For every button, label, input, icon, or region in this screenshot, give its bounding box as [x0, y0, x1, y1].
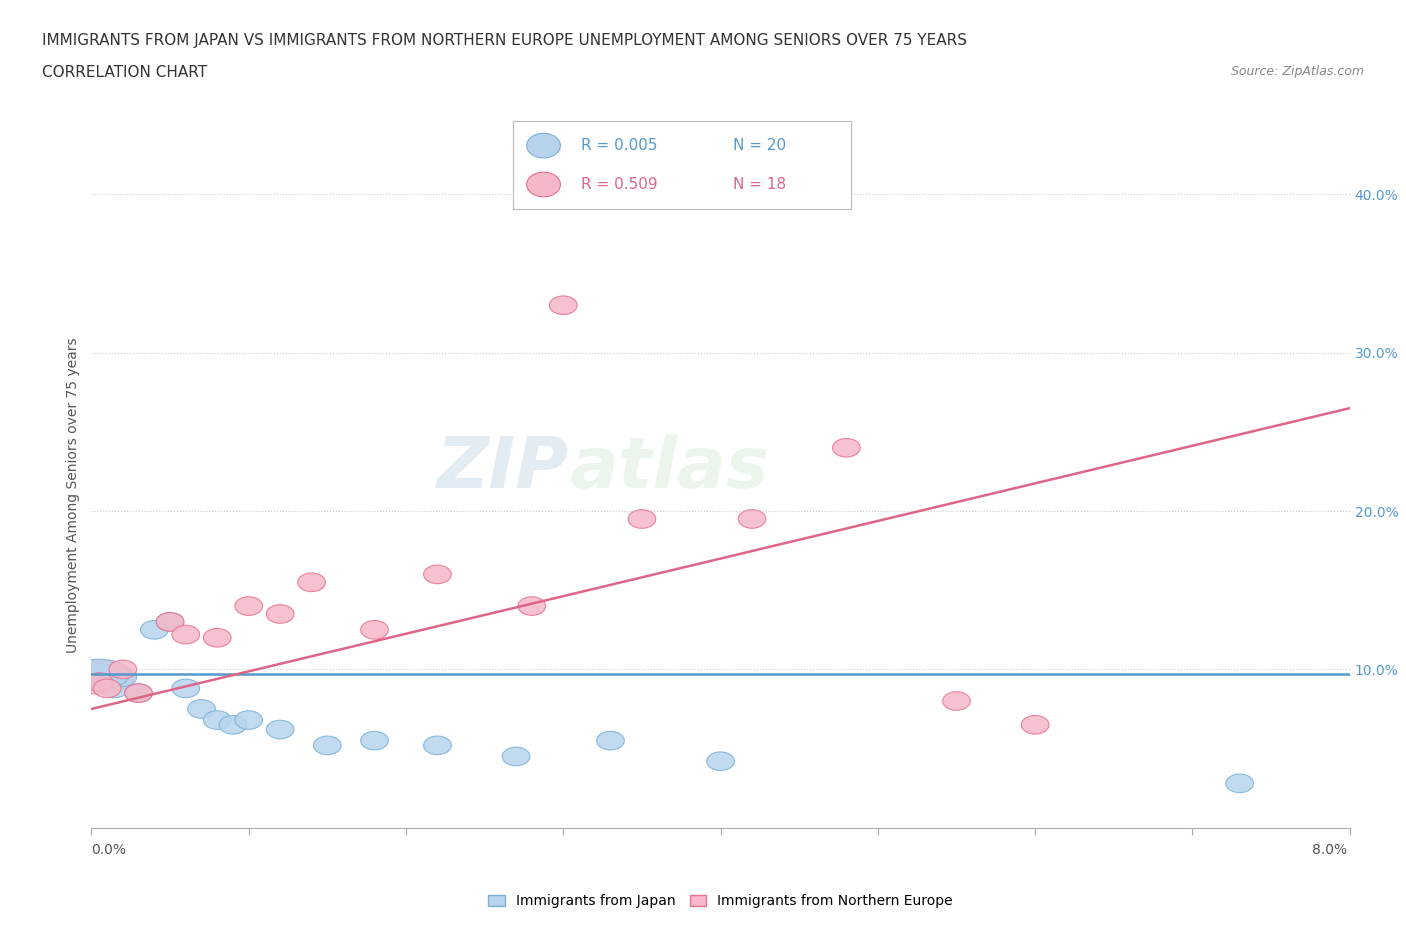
- Text: N = 18: N = 18: [733, 177, 786, 192]
- Ellipse shape: [832, 438, 860, 457]
- Ellipse shape: [187, 699, 215, 718]
- Text: ZIP: ZIP: [437, 434, 569, 503]
- Y-axis label: Unemployment Among Seniors over 75 years: Unemployment Among Seniors over 75 years: [66, 338, 80, 653]
- Ellipse shape: [69, 659, 129, 689]
- Ellipse shape: [361, 620, 388, 639]
- Ellipse shape: [204, 629, 231, 647]
- Ellipse shape: [93, 672, 121, 691]
- Ellipse shape: [517, 597, 546, 616]
- Text: CORRELATION CHART: CORRELATION CHART: [42, 65, 207, 80]
- Ellipse shape: [65, 660, 134, 694]
- Ellipse shape: [1021, 715, 1049, 734]
- Ellipse shape: [314, 736, 342, 754]
- Ellipse shape: [141, 620, 169, 639]
- Ellipse shape: [550, 296, 576, 314]
- Ellipse shape: [110, 668, 136, 686]
- Ellipse shape: [527, 133, 561, 158]
- Ellipse shape: [596, 731, 624, 750]
- Ellipse shape: [156, 613, 184, 631]
- Ellipse shape: [942, 692, 970, 711]
- Ellipse shape: [235, 597, 263, 616]
- Ellipse shape: [266, 720, 294, 738]
- Text: R = 0.005: R = 0.005: [581, 139, 657, 153]
- Ellipse shape: [156, 613, 184, 631]
- Text: 8.0%: 8.0%: [1312, 843, 1347, 857]
- Ellipse shape: [502, 747, 530, 765]
- Ellipse shape: [172, 679, 200, 698]
- Ellipse shape: [266, 604, 294, 623]
- Ellipse shape: [110, 660, 136, 679]
- Ellipse shape: [93, 679, 121, 698]
- Ellipse shape: [235, 711, 263, 729]
- Ellipse shape: [86, 663, 112, 682]
- Ellipse shape: [125, 684, 152, 702]
- Ellipse shape: [423, 565, 451, 584]
- Ellipse shape: [738, 510, 766, 528]
- Ellipse shape: [527, 172, 561, 197]
- Text: IMMIGRANTS FROM JAPAN VS IMMIGRANTS FROM NORTHERN EUROPE UNEMPLOYMENT AMONG SENI: IMMIGRANTS FROM JAPAN VS IMMIGRANTS FROM…: [42, 33, 967, 47]
- Ellipse shape: [125, 684, 152, 702]
- Ellipse shape: [423, 736, 451, 754]
- Ellipse shape: [361, 731, 388, 750]
- Text: Source: ZipAtlas.com: Source: ZipAtlas.com: [1230, 65, 1364, 78]
- Legend: Immigrants from Japan, Immigrants from Northern Europe: Immigrants from Japan, Immigrants from N…: [482, 889, 959, 914]
- Text: atlas: atlas: [569, 434, 769, 503]
- Ellipse shape: [628, 510, 655, 528]
- Text: N = 20: N = 20: [733, 139, 786, 153]
- Ellipse shape: [707, 751, 734, 771]
- Ellipse shape: [86, 672, 112, 691]
- Text: 0.0%: 0.0%: [91, 843, 127, 857]
- Ellipse shape: [1226, 774, 1254, 792]
- Ellipse shape: [101, 679, 129, 698]
- Text: R = 0.509: R = 0.509: [581, 177, 657, 192]
- Ellipse shape: [219, 715, 247, 734]
- Ellipse shape: [204, 711, 231, 729]
- Ellipse shape: [172, 625, 200, 644]
- Ellipse shape: [298, 573, 325, 591]
